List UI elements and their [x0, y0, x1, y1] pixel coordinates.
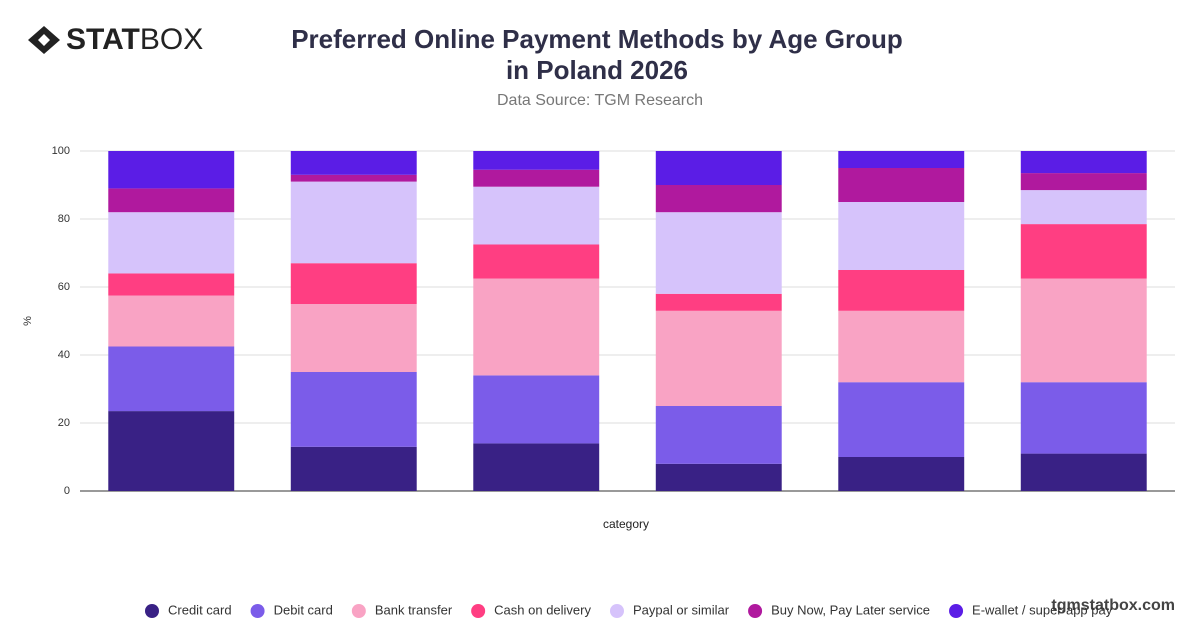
legend-label: Bank transfer — [375, 602, 453, 617]
bar-segment — [838, 270, 965, 311]
bar-segment — [108, 411, 235, 491]
bar-segment — [655, 463, 782, 491]
y-tick-label: 20 — [58, 417, 70, 429]
logo-icon — [28, 26, 60, 54]
legend-label: Paypal or similar — [633, 602, 730, 617]
legend-label: Debit card — [274, 602, 333, 617]
bar-segment — [290, 181, 417, 264]
bar-segment — [290, 372, 417, 447]
y-tick-label: 80 — [58, 213, 70, 225]
bar-segment — [290, 151, 417, 175]
watermark: tgmstatbox.com — [1051, 597, 1175, 614]
bar-segment — [838, 151, 965, 168]
legend-marker — [351, 604, 366, 618]
bar-segment — [838, 202, 965, 270]
bar-segment — [838, 457, 965, 491]
bar-segment — [473, 151, 600, 170]
bar-segment — [655, 212, 782, 294]
bar-segment — [290, 304, 417, 372]
bar-segment — [838, 168, 965, 202]
bar-segment — [838, 382, 965, 457]
logo-text: STATBOX — [66, 23, 203, 56]
bar-segment — [1020, 278, 1147, 383]
bar-segment — [108, 151, 235, 189]
y-tick-label: 100 — [52, 145, 70, 157]
logo: STATBOX — [28, 23, 203, 56]
legend-marker — [471, 604, 486, 618]
legend-marker — [250, 604, 265, 618]
bar-segment — [290, 174, 417, 182]
logo-regular: BOX — [140, 23, 203, 56]
x-axis-label: category — [603, 517, 649, 531]
legend-marker — [609, 604, 624, 618]
bar-segment — [655, 151, 782, 185]
bar-segment — [655, 293, 782, 311]
bar-segment — [838, 310, 965, 383]
bar-segment — [655, 406, 782, 464]
chart-title: Preferred Online Payment Methods by Age … — [291, 24, 903, 85]
legend: Credit card Debit card Bank transfer Cash o… — [145, 602, 1113, 618]
bar-segment — [655, 185, 782, 213]
bar-segment — [473, 244, 600, 279]
bar-segment — [655, 310, 782, 406]
y-tick-label: 60 — [58, 281, 70, 293]
bar-segment — [290, 263, 417, 304]
bar-segment — [108, 295, 235, 347]
logo-bold: STAT — [66, 23, 140, 56]
legend-label: Credit card — [168, 602, 232, 617]
bar-segment — [108, 188, 235, 213]
bar-segment — [108, 273, 235, 296]
bar-segment — [473, 375, 600, 444]
bar-segment — [290, 446, 417, 491]
legend-marker — [748, 604, 763, 618]
y-tick-label: 40 — [58, 349, 70, 361]
bar-segment — [1020, 382, 1147, 454]
bar-segment — [473, 443, 600, 491]
legend-label: Buy Now, Pay Later service — [771, 602, 930, 617]
y-tick-label: 0 — [64, 485, 70, 497]
bar-segment — [1020, 190, 1147, 225]
legend-marker — [145, 604, 159, 618]
bar-segment — [473, 278, 600, 376]
bar-segment — [473, 169, 600, 187]
legend-label: E-wallet / super-app pay — [972, 602, 1113, 617]
y-axis-label: % — [22, 316, 34, 326]
bar-segment — [1020, 173, 1147, 191]
bar-segment — [1020, 453, 1147, 491]
bar-segment — [108, 212, 235, 274]
bar-segment — [473, 186, 600, 245]
bar-segment — [108, 346, 235, 412]
legend-label: Cash on delivery — [494, 602, 591, 617]
bar-segment — [1020, 224, 1147, 279]
legend-marker — [949, 604, 964, 618]
chart-subtitle: Data Source: TGM Research — [496, 92, 703, 109]
bar-segment — [1020, 151, 1147, 174]
